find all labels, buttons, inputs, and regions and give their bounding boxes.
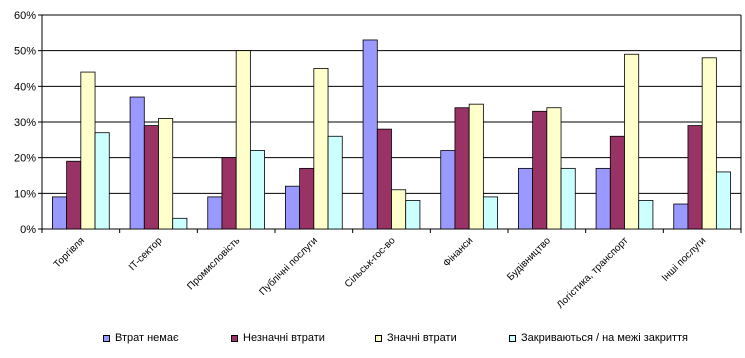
x-tick-label: Фінанси: [441, 235, 475, 269]
x-tick-label: Логістика, транспорт: [555, 235, 631, 311]
bar: [143, 125, 159, 230]
bar: [235, 50, 251, 230]
legend-label: Значні втрати: [387, 332, 457, 344]
bar: [673, 203, 689, 230]
legend-swatch: [375, 334, 382, 342]
bar: [624, 53, 640, 230]
legend-label: Втрат немає: [115, 332, 179, 344]
bar: [715, 171, 731, 230]
y-tick-label: 20%: [14, 153, 36, 165]
legend-swatch: [103, 334, 110, 342]
bar: [94, 132, 110, 230]
bar: [440, 150, 456, 230]
y-tick-label: 0%: [20, 224, 36, 236]
legend-swatch: [231, 334, 238, 342]
bar: [376, 128, 392, 230]
bar: [129, 96, 145, 230]
bar: [518, 167, 534, 230]
bar: [391, 189, 407, 230]
bar: [299, 167, 315, 230]
bar: [532, 110, 548, 230]
bar: [221, 157, 237, 230]
legend-item: Втрат немає: [103, 332, 179, 344]
legend-label: Закриваються / на межі закриття: [521, 332, 689, 344]
x-tick-label: Промисловість: [185, 235, 242, 292]
bar: [595, 167, 611, 230]
bar: [327, 135, 343, 230]
x-tick-label: Публічні послуги: [257, 235, 320, 298]
bar: [285, 185, 301, 230]
y-tick-label: 10%: [14, 188, 36, 200]
bar: [546, 107, 562, 230]
legend-item: Незначні втрати: [231, 332, 325, 344]
y-tick-label: 60%: [14, 10, 36, 22]
x-tick-label: IT-сектор: [127, 235, 165, 273]
legend-label: Незначні втрати: [243, 332, 325, 344]
bar: [701, 57, 717, 230]
bar: [158, 118, 174, 230]
bar: [362, 39, 378, 230]
x-tick-label: Торгівля: [52, 235, 87, 270]
bar: [454, 107, 470, 230]
bar: [609, 135, 625, 230]
bar: [638, 200, 654, 230]
bar: [468, 103, 484, 230]
y-tick-label: 40%: [14, 81, 36, 93]
bar: [405, 200, 421, 230]
bar: [560, 167, 576, 230]
x-tick-label: Інші послуги: [660, 235, 708, 283]
y-tick-label: 50%: [14, 46, 36, 58]
bar: [80, 71, 96, 230]
legend-item: Закриваються / на межі закриття: [509, 332, 688, 344]
y-tick-label: 30%: [14, 117, 36, 129]
bar: [313, 68, 329, 230]
bar: [249, 150, 265, 230]
chart: 0% 10% 20% 30% 40% 50% 60% Торгівля IT-сектор Про…: [14, 10, 742, 311]
bar: [482, 196, 498, 230]
bar: [687, 125, 703, 230]
legend: Втрат немає Незначні втрати Значні втрати З…: [0, 332, 745, 352]
bar: [172, 217, 188, 230]
bar: [66, 160, 82, 230]
bar: [207, 196, 223, 230]
legend-item: Значні втрати: [375, 332, 457, 344]
bar: [52, 196, 68, 230]
x-tick-label: Сільськ-гос-во: [343, 235, 398, 290]
x-tick-label: Будівництво: [505, 235, 553, 283]
legend-swatch: [509, 334, 516, 342]
